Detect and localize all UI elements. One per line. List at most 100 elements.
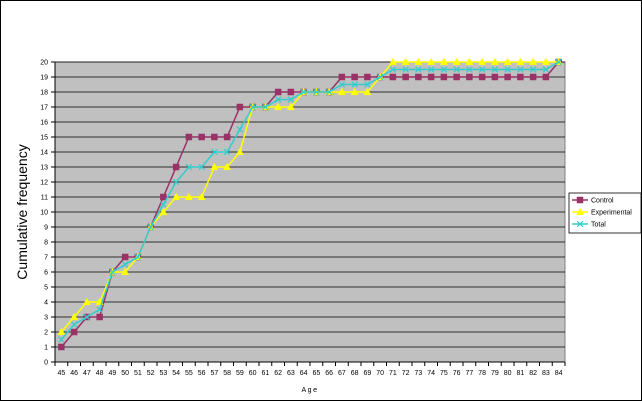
y-tick-label: 5	[44, 285, 48, 292]
data-point-total	[249, 103, 256, 111]
y-tick-label: 1	[44, 345, 48, 352]
data-point-control	[121, 253, 129, 261]
data-point-experimental	[235, 147, 244, 156]
data-point-experimental	[82, 297, 91, 306]
data-point-experimental	[197, 192, 206, 201]
data-point-experimental	[503, 57, 512, 66]
x-tick-label: 72	[402, 370, 410, 377]
x-tick-label: 84	[555, 370, 563, 377]
data-point-total	[262, 103, 269, 111]
legend-marker	[575, 207, 585, 216]
data-point-control	[542, 73, 550, 81]
data-point-total	[364, 81, 371, 88]
data-point-control	[466, 73, 473, 81]
data-point-control	[491, 73, 499, 81]
x-tick-label: 78	[478, 370, 486, 377]
data-point-total	[160, 201, 167, 208]
x-tick-label: 81	[516, 370, 524, 377]
x-tick-label: 47	[83, 370, 91, 377]
data-point-total	[121, 261, 129, 268]
data-point-total	[542, 66, 550, 73]
data-point-experimental	[427, 57, 436, 66]
y-tick-label: 2	[44, 330, 48, 337]
data-point-total	[389, 66, 397, 73]
data-point-control	[287, 88, 295, 96]
data-point-total	[351, 81, 358, 88]
data-point-total	[58, 336, 65, 343]
data-point-control	[185, 133, 193, 141]
x-tick-label: 70	[376, 370, 384, 377]
y-tick-label: 4	[44, 300, 48, 307]
y-tick-label: 8	[44, 240, 48, 247]
data-point-total	[211, 148, 218, 156]
y-tick-label: 17	[40, 105, 48, 112]
data-point-control	[211, 133, 218, 141]
legend-label-total: Total	[591, 222, 606, 229]
legend-label-experimental: Experimental	[591, 210, 632, 217]
data-point-total	[504, 66, 511, 73]
x-tick-label: 64	[300, 370, 308, 377]
data-point-total	[313, 88, 320, 96]
data-point-experimental	[541, 57, 550, 66]
data-point-control	[70, 328, 78, 336]
data-point-control	[504, 73, 511, 81]
data-point-experimental	[465, 57, 474, 66]
data-point-experimental	[274, 102, 283, 111]
data-point-experimental	[401, 57, 410, 66]
x-tick-label: 65	[312, 370, 320, 377]
data-point-experimental	[159, 207, 168, 216]
data-point-control	[236, 103, 244, 111]
data-point-total	[440, 66, 448, 73]
x-tick-label: 75	[440, 370, 448, 377]
y-axis-title: Cumulative frequency	[14, 144, 30, 279]
legend-label-control: Control	[591, 198, 614, 205]
data-point-control	[389, 73, 397, 81]
x-tick-label: 57	[210, 370, 218, 377]
data-point-control	[96, 313, 103, 321]
x-tick-label: 56	[198, 370, 206, 377]
data-point-control	[274, 88, 282, 96]
series-line-total	[60, 61, 560, 340]
data-point-total	[415, 66, 422, 73]
x-tick-label: 68	[351, 370, 359, 377]
data-point-experimental	[388, 57, 397, 66]
data-point-control	[351, 73, 358, 81]
data-point-total	[287, 96, 295, 103]
x-tick-label: 62	[274, 370, 282, 377]
x-tick-label: 79	[491, 370, 499, 377]
data-point-total	[147, 223, 154, 231]
data-point-experimental	[516, 57, 525, 66]
x-tick-label: 71	[389, 370, 397, 377]
data-point-total	[185, 163, 193, 171]
legend: Control Experimental Total	[568, 192, 641, 234]
data-point-total	[300, 88, 307, 96]
y-tick-label: 16	[40, 120, 48, 127]
data-point-experimental	[337, 87, 346, 96]
data-point-control	[58, 343, 65, 351]
data-point-experimental	[490, 57, 499, 66]
x-tick-label: 50	[121, 370, 129, 377]
data-point-total	[517, 66, 524, 73]
data-point-total	[402, 66, 409, 73]
data-point-total	[338, 81, 346, 88]
legend-marker	[576, 220, 584, 228]
data-point-control	[440, 73, 448, 81]
data-point-control	[453, 73, 460, 81]
y-tick-label: 15	[40, 135, 48, 142]
data-point-experimental	[350, 87, 359, 96]
x-tick-label: 77	[465, 370, 473, 377]
x-tick-label: 58	[223, 370, 231, 377]
data-point-experimental	[184, 192, 193, 201]
data-point-control	[338, 73, 346, 81]
y-tick-label: 10	[40, 210, 48, 217]
y-tick-label: 0	[44, 360, 48, 367]
legend-item-experimental: Experimental	[572, 207, 632, 217]
data-point-control	[160, 193, 167, 201]
x-tick-label: 76	[453, 370, 461, 377]
data-point-experimental	[452, 57, 461, 66]
data-point-total	[529, 66, 537, 73]
data-point-total	[478, 66, 486, 73]
data-point-experimental	[286, 102, 295, 111]
